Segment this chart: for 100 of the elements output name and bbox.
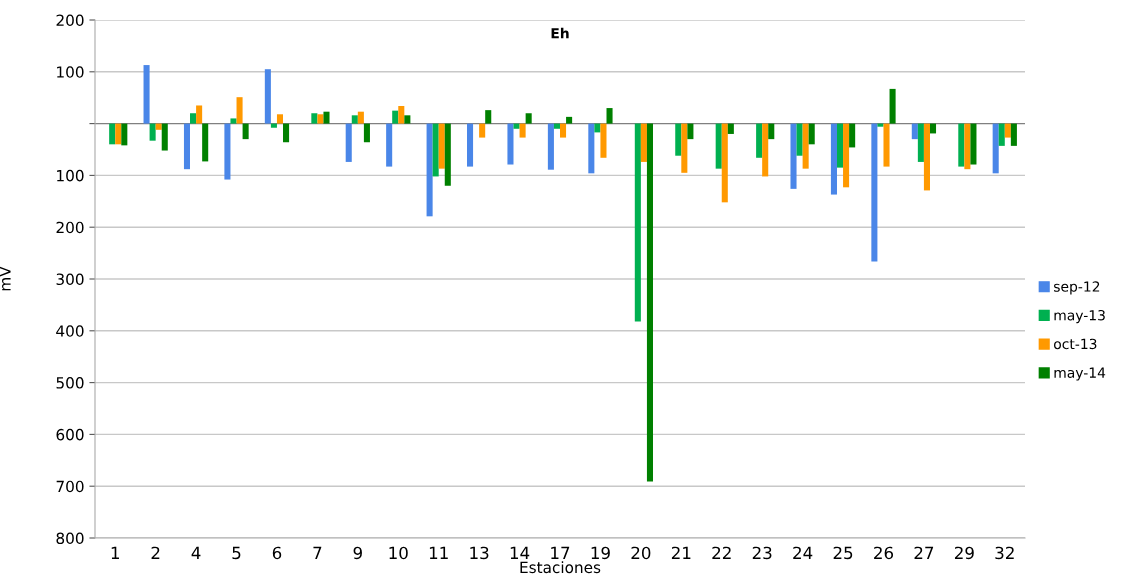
x-tick-label: 14 <box>510 546 530 559</box>
bar <box>958 123 965 167</box>
bar <box>155 123 162 130</box>
bar <box>1004 123 1011 138</box>
bar <box>196 105 203 124</box>
bar <box>964 123 971 170</box>
y-tick-label: 200 <box>56 221 84 234</box>
x-tick-label: 1 <box>111 546 119 559</box>
bar <box>681 123 688 173</box>
x-tick-label: 10 <box>389 546 408 560</box>
bar <box>762 123 769 177</box>
bar <box>444 123 451 186</box>
chart-title: Eh <box>551 27 569 39</box>
bar <box>547 123 554 170</box>
x-tick-label: 9 <box>353 546 362 560</box>
bar <box>525 113 532 124</box>
bar <box>970 123 977 165</box>
x-tick-label: 27 <box>914 546 934 559</box>
bar <box>796 123 803 156</box>
legend-label: oct-13 <box>1054 338 1097 350</box>
bar <box>121 123 128 146</box>
x-tick-label: 6 <box>272 546 282 560</box>
bar <box>843 123 850 188</box>
bar <box>675 123 682 156</box>
bar <box>438 123 445 169</box>
x-tick-label: 7 <box>313 546 322 559</box>
legend-label: sep-12 <box>1054 281 1100 295</box>
bar <box>513 123 520 129</box>
bar <box>143 65 150 124</box>
bar <box>871 123 878 262</box>
bar <box>276 114 284 124</box>
bar <box>560 123 567 138</box>
bar <box>634 123 641 322</box>
bar <box>715 123 722 169</box>
bar <box>363 123 370 143</box>
y-tick-label: 700 <box>56 480 84 493</box>
bar <box>830 123 837 195</box>
legend-label: may-14 <box>1054 367 1106 381</box>
bar <box>283 123 290 143</box>
bar <box>230 118 237 124</box>
y-axis-title: mV <box>0 266 11 291</box>
y-tick-label: 600 <box>56 428 84 441</box>
bar <box>917 123 924 162</box>
bar <box>467 123 474 167</box>
bar <box>432 123 439 177</box>
bar <box>224 123 231 180</box>
bar <box>646 123 653 482</box>
x-tick-label: 5 <box>232 546 241 560</box>
x-tick-label: 11 <box>429 546 448 559</box>
x-tick-label: 2 <box>151 546 160 559</box>
x-tick-label: 24 <box>793 546 813 559</box>
bar <box>404 115 411 124</box>
bar <box>317 114 324 124</box>
bar <box>190 113 197 124</box>
x-tick-label: 26 <box>874 546 894 560</box>
bar <box>687 123 694 140</box>
bar <box>566 116 573 124</box>
x-tick-label: 32 <box>995 546 1014 560</box>
bar <box>889 88 896 124</box>
bar <box>149 123 156 141</box>
bar <box>992 123 999 174</box>
bar <box>606 108 613 124</box>
bar <box>398 105 405 124</box>
bar <box>183 123 191 170</box>
bar <box>323 111 330 124</box>
bar <box>236 97 243 124</box>
y-tick-label: 500 <box>56 377 84 389</box>
x-tick-label: 4 <box>191 546 201 559</box>
x-tick-label: 23 <box>752 546 772 560</box>
bar <box>426 123 433 217</box>
x-tick-label: 13 <box>470 546 489 560</box>
x-tick-label: 22 <box>712 546 731 559</box>
y-tick-label: 200 <box>56 14 84 27</box>
bar <box>392 110 399 124</box>
bar <box>345 123 352 162</box>
bar <box>161 123 168 151</box>
bar <box>998 123 1005 146</box>
bar <box>202 123 209 162</box>
bar <box>594 123 601 133</box>
bar <box>790 123 797 189</box>
x-tick-label: 25 <box>833 546 853 560</box>
bar <box>479 123 486 138</box>
bar <box>588 123 595 174</box>
bar <box>721 123 728 203</box>
bar <box>600 123 607 158</box>
bar <box>883 123 890 167</box>
bar <box>351 115 358 124</box>
bar <box>929 123 937 134</box>
bar <box>115 123 122 145</box>
bar <box>727 123 734 134</box>
y-tick-label: 100 <box>57 169 84 182</box>
bar <box>553 123 560 129</box>
bar <box>507 123 514 165</box>
bar <box>802 123 809 169</box>
bar <box>849 123 856 148</box>
bar <box>311 113 318 124</box>
bar <box>768 123 775 140</box>
y-tick-label: 400 <box>56 325 84 337</box>
bar <box>270 123 277 128</box>
bar <box>808 123 815 145</box>
